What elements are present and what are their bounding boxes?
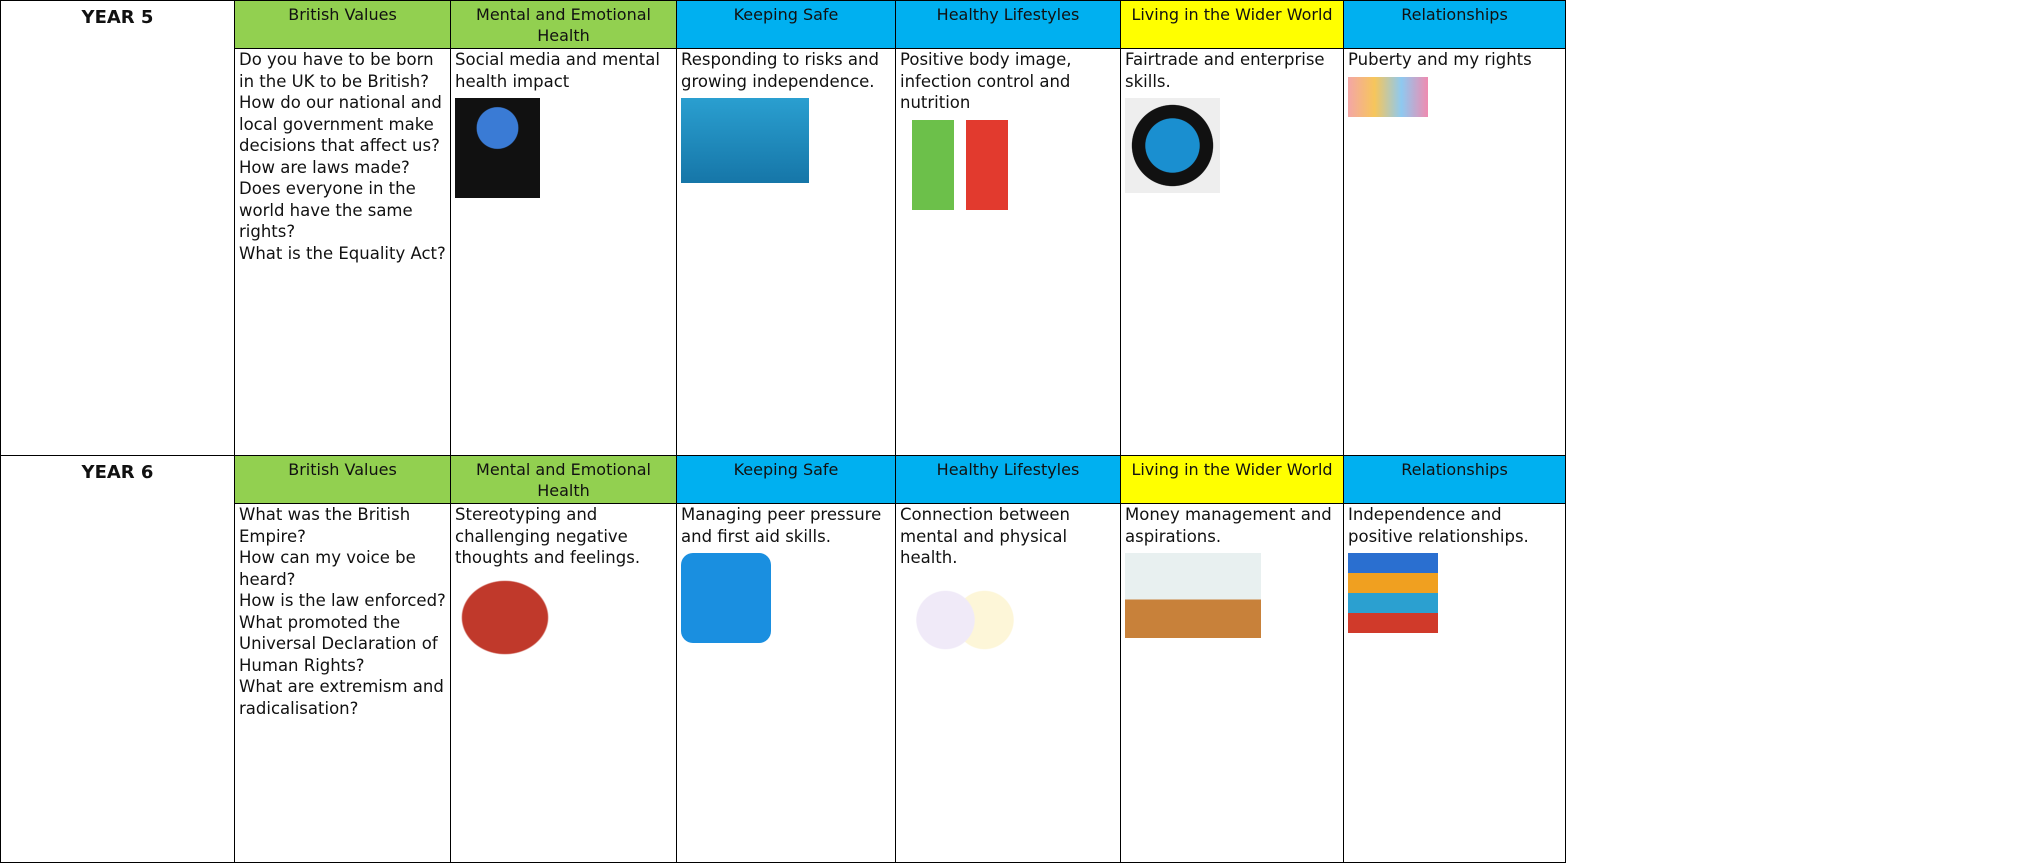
content-text: Positive body image, infection control a… [900,50,1072,112]
topic-heading: British Values [234,455,451,504]
topic-heading: Keeping Safe [676,455,896,504]
content-text: How are laws made? [239,157,410,177]
year-label: YEAR 6 [0,455,235,863]
content-text: What are extremism and radicalisation? [239,677,444,718]
year-label: YEAR 5 [0,0,235,456]
topic-heading: Healthy Lifestyles [895,0,1121,49]
illustration [455,98,540,198]
content-text: What was the British Empire? [239,505,411,546]
topic-content: Puberty and my rights [1343,48,1566,456]
content-text: Stereotyping and challenging negative th… [455,505,641,567]
illustration [1348,553,1438,633]
topic-heading: British Values [234,0,451,49]
content-text: Does everyone in the world have the same… [239,179,416,241]
illustration [681,553,771,643]
content-text: How is the law enforced? [239,591,446,610]
illustration [900,119,1020,210]
content-row: Do you have to be born in the UK to be B… [1,48,1566,456]
topic-heading: Keeping Safe [676,0,896,49]
topic-heading: Living in the Wider World [1120,455,1344,504]
content-text: How can my voice be heard? [239,548,416,589]
curriculum-table: YEAR 5 British Values Mental and Emotional… [0,0,1566,863]
content-text: Managing peer pressure and first aid ski… [681,505,882,546]
content-text: Money management and aspirations. [1125,505,1332,546]
heading-row: YEAR 5 British Values Mental and Emotional… [0,0,1566,456]
content-row: What was the British Empire? How can my v… [1,503,1566,863]
topic-heading: Living in the Wider World [1120,0,1344,49]
topic-heading: Mental and Emotional Health [450,455,677,504]
topic-content: Social media and mental health impact [450,48,677,456]
content-text: Fairtrade and enterprise skills. [1125,50,1325,91]
content-text: Do you have to be born in the UK to be B… [239,50,434,91]
content-text: How do our national and local government… [239,93,442,155]
content-text: Puberty and my rights [1348,50,1532,69]
topic-heading: Mental and Emotional Health [450,0,677,49]
topic-heading: Healthy Lifestyles [895,455,1121,504]
content-text: Connection between mental and physical h… [900,505,1070,567]
illustration [900,574,1030,665]
content-text: Responding to risks and growing independ… [681,50,879,91]
topic-content: Stereotyping and challenging negative th… [450,503,677,863]
illustration [681,98,809,183]
content-text: What promoted the Universal Declaration … [239,612,438,675]
topic-content: Fairtrade and enterprise skills. [1120,48,1344,456]
topic-content: Independence and positive relationships. [1343,503,1566,863]
illustration [1348,76,1428,117]
illustration [1125,553,1261,638]
topic-content: Managing peer pressure and first aid ski… [676,503,896,863]
heading-row: YEAR 6 British Values Mental and Emotional… [0,455,1566,863]
content-text: Social media and mental health impact [455,50,660,91]
topic-heading: Relationships [1343,455,1566,504]
table-body: YEAR 5 British Values Mental and Emotional… [0,0,1566,863]
content-text: Independence and positive relationships. [1348,505,1529,546]
topic-content: Do you have to be born in the UK to be B… [234,48,451,456]
illustration [455,574,555,660]
illustration [1125,98,1220,193]
topic-content: What was the British Empire? How can my v… [234,503,451,863]
topic-content: Responding to risks and growing independ… [676,48,896,456]
topic-heading: Relationships [1343,0,1566,49]
content-text: What is the Equality Act? [239,243,446,263]
topic-content: Money management and aspirations. [1120,503,1344,863]
topic-content: Connection between mental and physical h… [895,503,1121,863]
topic-content: Positive body image, infection control a… [895,48,1121,456]
